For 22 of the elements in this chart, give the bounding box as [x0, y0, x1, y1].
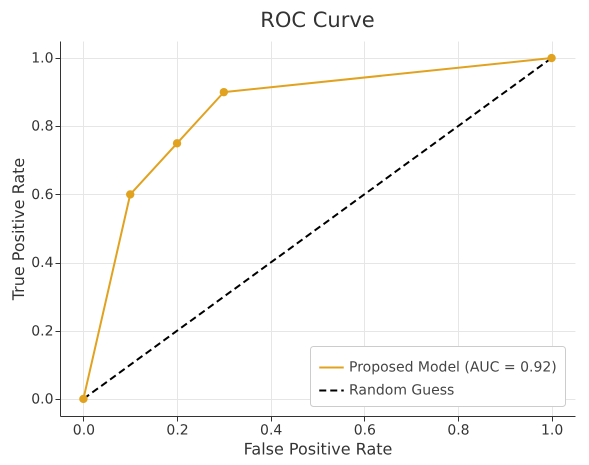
x-tick-label: 0.2	[166, 422, 189, 438]
point	[220, 88, 228, 96]
y-tick-label: 0.2	[31, 323, 54, 340]
y-tick-label: 0.4	[31, 255, 54, 272]
legend-label: Random Guess	[349, 382, 454, 398]
point	[172, 139, 182, 148]
y-axis-title: True Positive Rate	[9, 158, 28, 302]
point	[126, 190, 134, 199]
x-tick-label: 0.6	[354, 422, 376, 438]
x-tick-label: 0.4	[260, 422, 282, 438]
x-axis-title: False Positive Rate	[244, 440, 392, 458]
x-tick-label: 0.8	[447, 422, 470, 438]
y-tick-label: 0.8	[31, 118, 54, 135]
point	[547, 54, 556, 62]
chart-title: ROC Curve	[260, 8, 375, 32]
x-tick-label: 1.0	[540, 422, 564, 438]
y-tick-label: 0.0	[31, 391, 54, 408]
x-tick-label: 0.0	[72, 422, 96, 438]
y-tick-label: 1.0	[31, 50, 54, 67]
point	[79, 394, 88, 404]
legend-label: Proposed Model (AUC = 0.92)	[349, 360, 557, 376]
y-tick-label: 0.6	[31, 186, 54, 203]
